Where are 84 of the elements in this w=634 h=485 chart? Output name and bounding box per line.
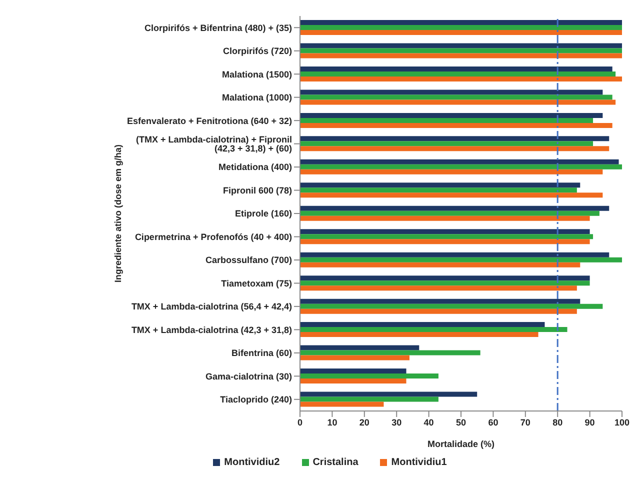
bar (300, 146, 610, 152)
y-tick-label: Malationa (1000) (222, 92, 292, 103)
bar (300, 164, 622, 170)
y-tick-label: TMX + Lambda-cialotrina (56,4 + 42,4) (131, 302, 292, 312)
bar (300, 239, 590, 244)
bar (300, 276, 590, 281)
bar (300, 169, 603, 174)
bar (300, 76, 622, 82)
y-tick-label: Malationa (1500) (222, 69, 292, 80)
y-tick-label: Tiacloprido (240) (220, 394, 292, 405)
bar (300, 374, 438, 379)
bar (300, 396, 438, 402)
bar (300, 112, 603, 118)
bar (300, 182, 580, 188)
x-tick-label: 0 (297, 417, 303, 428)
x-axis-title: Mortalidade (%) (427, 439, 495, 449)
y-tick-label: Bifentrina (60) (231, 348, 292, 358)
bar (300, 262, 580, 268)
bar (300, 252, 610, 258)
bar (300, 141, 594, 146)
bar (300, 280, 590, 286)
y-axis-title: Ingrediente ativo (dose em g/ha) (113, 144, 124, 283)
bar (300, 159, 619, 164)
bar (300, 136, 610, 142)
y-tick-label: Clorpirifós (720) (222, 46, 292, 56)
x-tick-label: 80 (552, 417, 563, 428)
bar (300, 71, 616, 76)
x-tick-label: 10 (327, 417, 338, 428)
bar (300, 229, 590, 234)
y-tick-label: Metidationa (400) (218, 162, 292, 172)
bar (300, 402, 384, 407)
bar (300, 332, 538, 338)
y-tick-label: Cipermetrina + Profenofós (40 + 400) (134, 232, 292, 242)
y-tick-label: (TMX + Lambda-cialotrina) + Fipronil (42,3 + 31,8) + (60) (136, 134, 292, 154)
legend-label: Montividiu2 (223, 457, 280, 468)
bar (300, 304, 603, 309)
bar (300, 90, 603, 95)
y-tick-label: TMX + Lambda-cialotrina (42,3 + 31,8) (131, 324, 292, 335)
bar (300, 118, 594, 123)
x-tick-label: 50 (456, 417, 466, 428)
bar (300, 53, 622, 58)
bar (300, 43, 622, 48)
bar (300, 188, 577, 193)
y-tick-label: Tiametoxam (75) (221, 278, 292, 288)
y-tick-label: Clorpirifós + Bifentrina (480) + (35) (144, 22, 292, 33)
bar (300, 30, 622, 35)
x-tick-label: 100 (614, 417, 630, 428)
x-tick-label: 20 (359, 417, 370, 428)
bar (300, 392, 478, 397)
x-tick-label: 90 (584, 417, 595, 428)
bar (300, 322, 545, 328)
bar (300, 327, 568, 332)
bar (300, 25, 622, 30)
y-tick-label: Gama-cialotrina (30) (205, 371, 292, 382)
x-tick-label: 40 (424, 417, 434, 428)
bar (300, 234, 594, 240)
bar (300, 257, 622, 262)
bar (300, 66, 612, 72)
bar (300, 122, 612, 128)
y-tick-label: Esfenvalerato + Fenitrotiona (640 + 32) (126, 116, 292, 126)
bar (300, 368, 406, 374)
y-tick-label: Carbossulfano (700) (205, 255, 292, 266)
bar (300, 48, 622, 54)
bar (300, 355, 410, 360)
bar (300, 206, 610, 211)
bar (300, 378, 406, 384)
y-tick-label: Etiprole (160) (234, 208, 292, 219)
bar (300, 210, 600, 216)
x-tick-label: 30 (392, 417, 402, 428)
bar (300, 216, 590, 221)
bar (300, 308, 577, 314)
bar (300, 192, 603, 198)
legend-label: Cristalina (312, 457, 358, 468)
y-tick-label: Fipronil 600 (78) (222, 185, 292, 196)
legend-label: Montividiu1 (390, 457, 447, 468)
bar (300, 94, 612, 100)
bar (300, 350, 480, 356)
bar (300, 286, 577, 291)
x-tick-label: 60 (488, 417, 498, 428)
x-tick-label: 70 (520, 417, 530, 428)
bar (300, 345, 420, 350)
bar (300, 20, 622, 25)
bar (300, 100, 616, 105)
bar (300, 298, 580, 304)
